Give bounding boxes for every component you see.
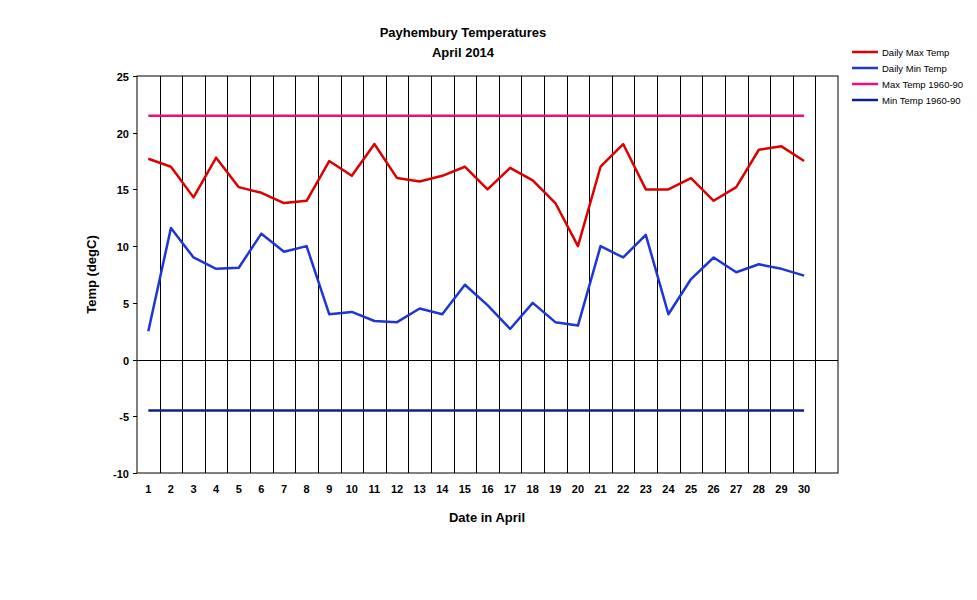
y-tick-label: 5 xyxy=(123,298,129,310)
legend-label: Max Temp 1960-90 xyxy=(882,79,963,90)
x-tick-label: 26 xyxy=(708,483,720,495)
series-group xyxy=(148,116,804,411)
plot-frame xyxy=(137,76,838,473)
grid-line xyxy=(318,76,319,473)
x-tick-label: 22 xyxy=(617,483,629,495)
y-tick-label: 15 xyxy=(117,184,129,196)
x-tick-label: 24 xyxy=(662,483,675,495)
grid-line xyxy=(567,76,568,473)
x-tick-label: 17 xyxy=(504,483,516,495)
legend-label: Min Temp 1960-90 xyxy=(882,95,961,106)
x-tick-label: 29 xyxy=(775,483,787,495)
legend-label: Daily Min Temp xyxy=(882,63,947,74)
x-tick-label: 3 xyxy=(190,483,196,495)
chart: -10-505101520251234567891011121314151617… xyxy=(0,0,977,600)
series-line xyxy=(148,228,804,331)
x-tick-label: 1 xyxy=(145,483,151,495)
grid-line xyxy=(205,76,206,473)
x-tick-label: 30 xyxy=(798,483,810,495)
legend-swatch xyxy=(852,51,878,54)
y-tick xyxy=(133,133,137,134)
x-axis-label: Date in April xyxy=(449,510,525,525)
grid-line xyxy=(770,76,771,473)
grid-line xyxy=(521,76,522,473)
x-tick-label: 9 xyxy=(326,483,332,495)
zero-line xyxy=(137,360,838,361)
grid-line xyxy=(748,76,749,473)
y-tick-label: 0 xyxy=(123,355,129,367)
y-tick-label: -10 xyxy=(113,468,129,480)
grid-line xyxy=(499,76,500,473)
x-tick-label: 11 xyxy=(369,483,381,495)
x-tick-label: 20 xyxy=(572,483,584,495)
x-tick-label: 19 xyxy=(549,483,561,495)
grid-line xyxy=(634,76,635,473)
x-tick-label: 18 xyxy=(527,483,539,495)
grid-line xyxy=(589,76,590,473)
grid-line xyxy=(227,76,228,473)
y-tick xyxy=(133,76,137,77)
grid-line xyxy=(544,76,545,473)
x-tick-label: 28 xyxy=(753,483,765,495)
grid-line xyxy=(680,76,681,473)
grid-line xyxy=(408,76,409,473)
y-tick xyxy=(133,189,137,190)
x-tick-label: 10 xyxy=(346,483,358,495)
series-line xyxy=(148,114,804,117)
x-tick-label: 8 xyxy=(304,483,310,495)
x-tick-label: 13 xyxy=(414,483,426,495)
y-tick xyxy=(133,416,137,417)
x-tick-label: 16 xyxy=(481,483,493,495)
legend-swatch xyxy=(852,99,878,102)
grid-line xyxy=(363,76,364,473)
y-tick-label: -5 xyxy=(119,411,129,423)
series-line xyxy=(148,144,804,246)
grid-line xyxy=(341,76,342,473)
x-tick-label: 4 xyxy=(213,483,220,495)
subtitle: April 2014 xyxy=(432,45,495,60)
x-tick-label: 2 xyxy=(168,483,174,495)
legend-swatch xyxy=(852,67,878,70)
x-tick-label: 25 xyxy=(685,483,697,495)
y-tick xyxy=(133,303,137,304)
series-line xyxy=(148,409,804,412)
grid-line xyxy=(815,76,816,473)
x-tick-label: 15 xyxy=(459,483,471,495)
y-tick xyxy=(133,246,137,247)
grid-line xyxy=(476,76,477,473)
grid-line xyxy=(250,76,251,473)
x-tick-label: 6 xyxy=(258,483,264,495)
x-tick-label: 14 xyxy=(436,483,449,495)
y-axis-label: Temp (degC) xyxy=(84,235,99,313)
grid-line xyxy=(295,76,296,473)
x-tick-label: 23 xyxy=(640,483,652,495)
title: Payhembury Temperatures xyxy=(380,25,547,40)
grid-line xyxy=(702,76,703,473)
y-tick xyxy=(133,360,137,361)
y-tick-label: 25 xyxy=(117,71,129,83)
x-tick-label: 12 xyxy=(391,483,403,495)
x-tick-label: 5 xyxy=(236,483,242,495)
grid-line xyxy=(386,76,387,473)
legend-swatch xyxy=(852,83,878,86)
grid-line xyxy=(454,76,455,473)
grid-line xyxy=(793,76,794,473)
x-tick-label: 7 xyxy=(281,483,287,495)
y-tick-label: 10 xyxy=(117,241,129,253)
y-tick-label: 20 xyxy=(117,128,129,140)
grid-line xyxy=(725,76,726,473)
y-tick xyxy=(133,473,137,474)
x-tick-label: 27 xyxy=(730,483,742,495)
x-tick-label: 21 xyxy=(594,483,606,495)
grid-line xyxy=(273,76,274,473)
grid-line xyxy=(431,76,432,473)
grid-line xyxy=(612,76,613,473)
legend-label: Daily Max Temp xyxy=(882,47,949,58)
grid-line xyxy=(182,76,183,473)
